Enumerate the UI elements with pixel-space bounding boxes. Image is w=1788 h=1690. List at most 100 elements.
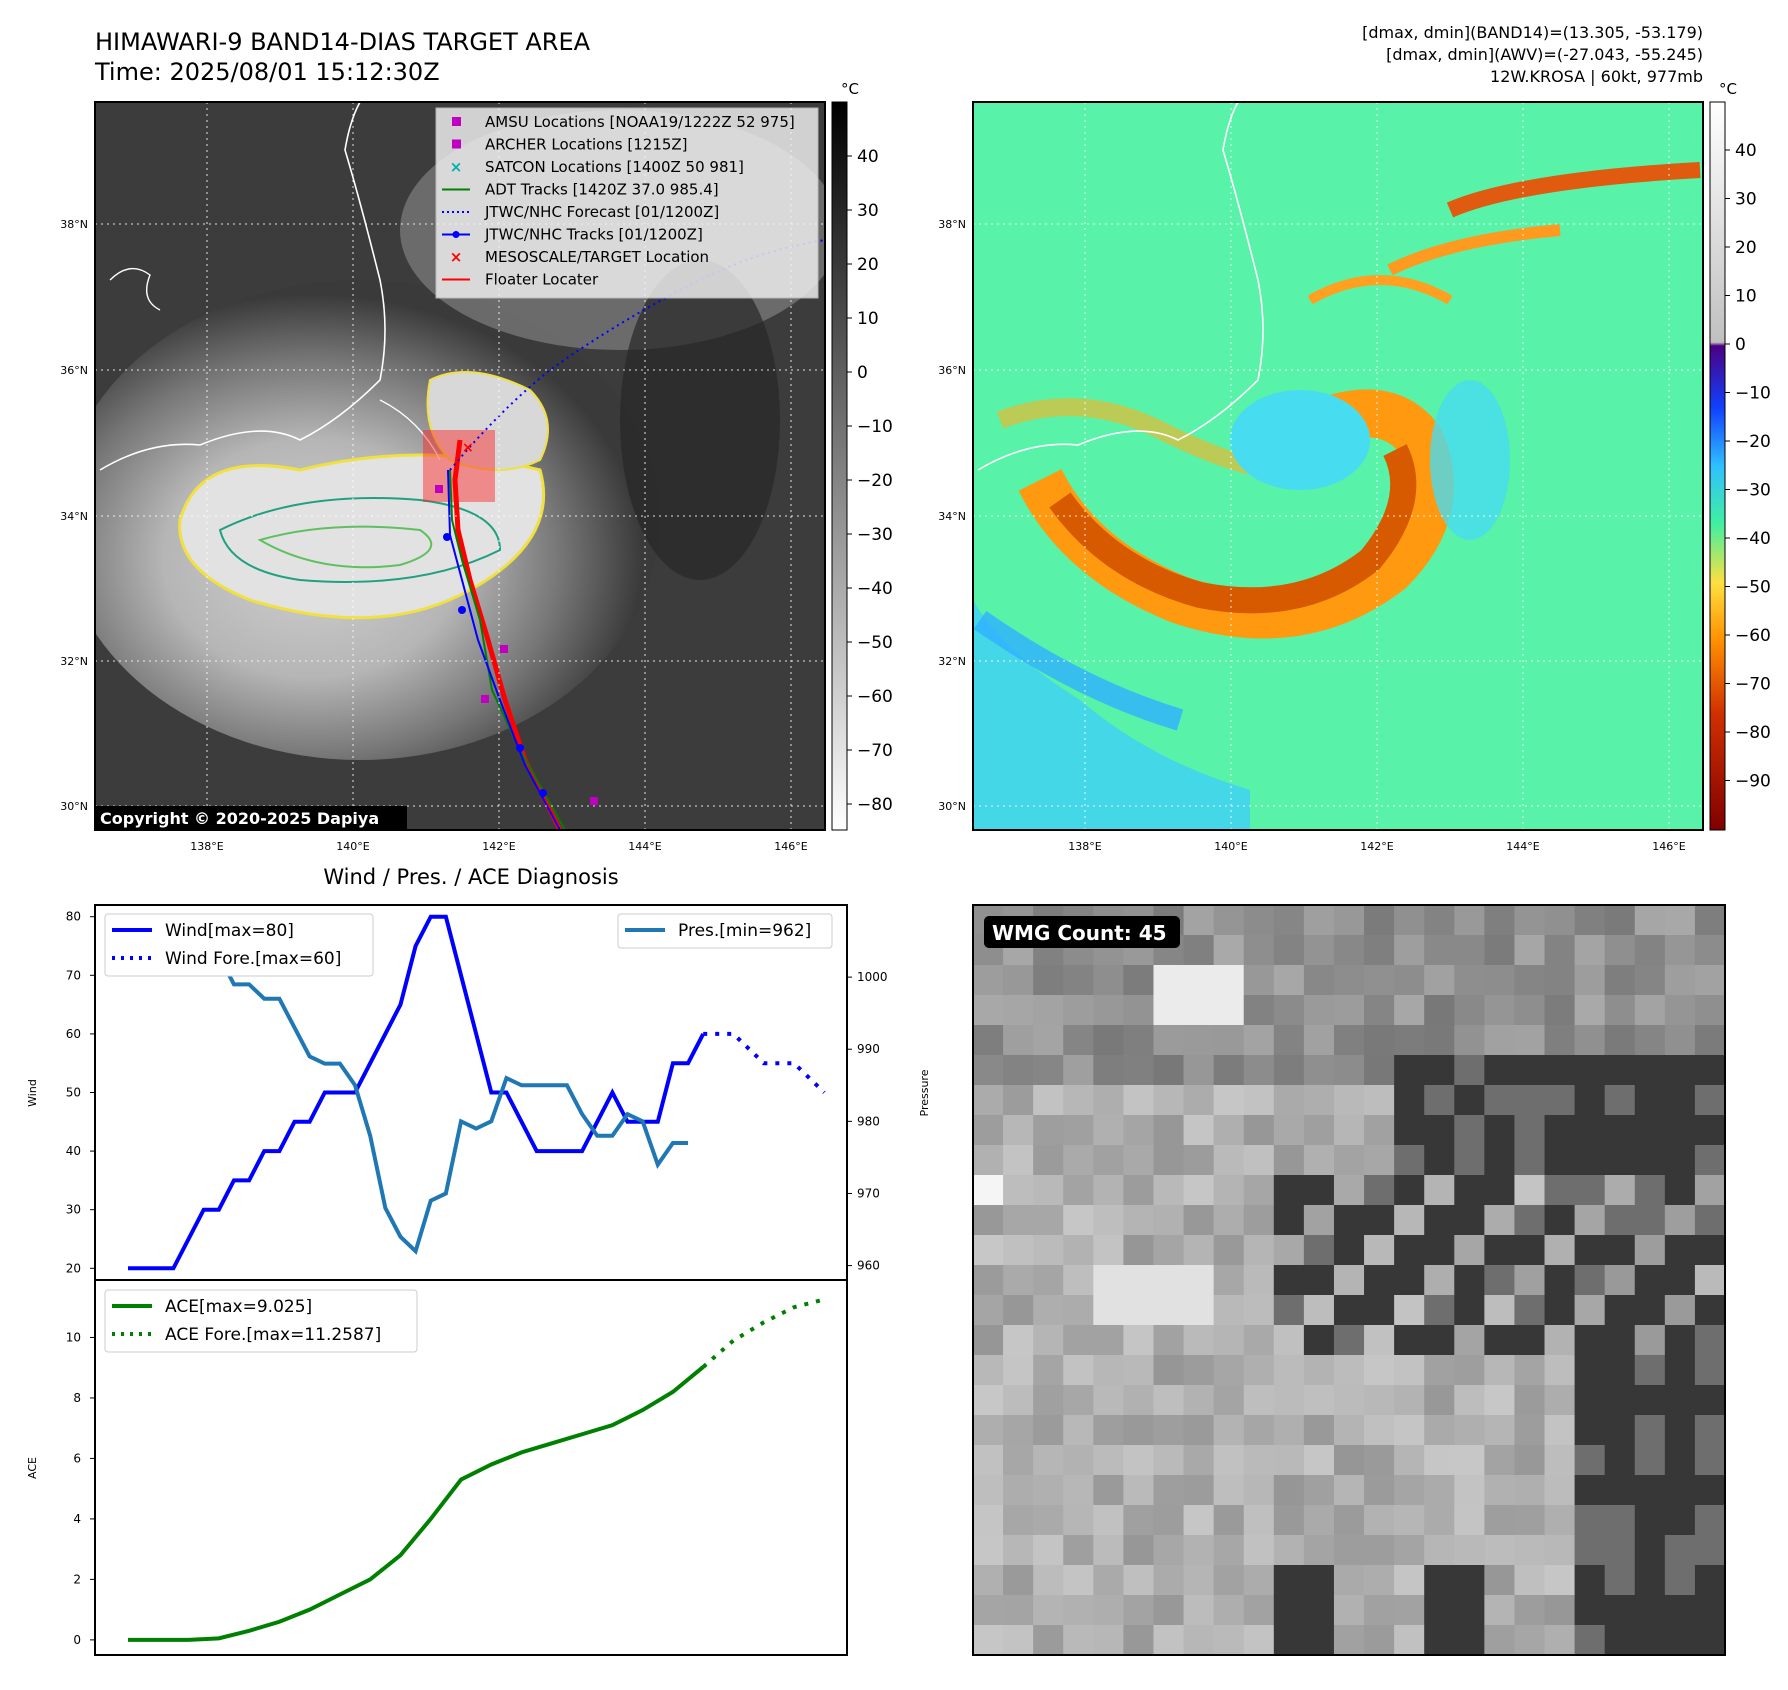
wmg-cell	[1664, 1265, 1696, 1296]
wmg-cell	[1664, 1295, 1696, 1326]
wmg-cell	[1153, 1475, 1185, 1506]
wmg-cell	[1063, 1595, 1094, 1626]
wmg-cell	[1033, 1235, 1064, 1266]
wmg-cell	[1123, 995, 1155, 1026]
wmg-cell	[1213, 1295, 1245, 1326]
wmg-cell	[1273, 1115, 1305, 1146]
wmg-cell	[1574, 1085, 1606, 1116]
wmg-cell	[1303, 1535, 1335, 1566]
wmg-cell	[1664, 1025, 1696, 1056]
wmg-cell	[1574, 1235, 1606, 1266]
wmg-cell	[1153, 1505, 1185, 1536]
wmg-cell	[1243, 1205, 1275, 1236]
wmg-cell	[1003, 1235, 1034, 1266]
colorbar-tick-label: −70	[1735, 675, 1771, 695]
legend-entry: JTWC/NHC Forecast [01/1200Z]	[442, 203, 719, 221]
wmg-cell	[1183, 905, 1215, 936]
wmg-cell	[1394, 1145, 1425, 1176]
wmg-cell	[1634, 1415, 1666, 1446]
left-lat-30: 30°N	[60, 800, 88, 813]
wmg-cell	[1454, 1505, 1485, 1536]
wmg-cell	[1303, 905, 1335, 936]
wmg-cell	[1544, 1535, 1576, 1566]
wmg-cell	[1424, 1205, 1455, 1236]
wmg-cell	[1063, 1325, 1094, 1356]
colorbar-tick-label: −60	[1735, 626, 1771, 646]
wmg-cell	[1243, 1085, 1275, 1116]
info-line-1: [dmax, dmin](BAND14)=(13.305, -53.179)	[1362, 23, 1703, 42]
wmg-cell	[1694, 1445, 1726, 1476]
wmg-cell	[1454, 935, 1485, 966]
wmg-cell	[1574, 1025, 1606, 1056]
wmg-cell	[1153, 1625, 1185, 1656]
wmg-cell	[1183, 1025, 1215, 1056]
wmg-cell	[1604, 1175, 1636, 1206]
wmg-cell	[1454, 1295, 1485, 1326]
wmg-cell	[1003, 1205, 1034, 1236]
wmg-cell	[1063, 1535, 1094, 1566]
wmg-cell	[1333, 1355, 1365, 1386]
wmg-cell	[1514, 1505, 1546, 1536]
right-lat-34: 34°N	[938, 510, 966, 523]
wmg-cell	[1454, 1205, 1485, 1236]
wmg-cell	[1544, 995, 1576, 1026]
left-lat-34: 34°N	[60, 510, 88, 523]
wmg-cell	[1634, 1175, 1666, 1206]
wmg-cell	[1634, 1445, 1666, 1476]
wmg-cell	[1484, 995, 1516, 1026]
wmg-cell	[1213, 1145, 1245, 1176]
wmg-cell	[1574, 1115, 1606, 1146]
legend-entry-label: Floater Locater	[485, 271, 599, 289]
wmg-cell	[1544, 935, 1576, 966]
figure-time: Time: 2025/08/01 15:12:30Z	[94, 58, 440, 86]
wmg-cell	[1424, 1445, 1455, 1476]
wmg-cell	[1394, 1535, 1425, 1566]
wmg-cell	[1364, 965, 1395, 996]
wmg-cell	[1063, 1115, 1094, 1146]
wmg-cell	[1333, 1385, 1365, 1416]
colorbar-tick-label: −10	[1735, 384, 1771, 404]
wmg-cell	[1364, 995, 1395, 1026]
wmg-cell	[1574, 1355, 1606, 1386]
colorbar-tick-label: −40	[857, 579, 893, 599]
right-lat-32: 32°N	[938, 655, 966, 668]
ace-series-line-0	[128, 1365, 705, 1642]
wmg-cell	[1454, 1355, 1485, 1386]
wmg-cell	[1484, 1475, 1516, 1506]
wmg-cell	[1424, 1295, 1455, 1326]
wmg-cell	[973, 1475, 1004, 1506]
right-lon-146: 146°E	[1652, 840, 1685, 853]
wmg-cell	[1484, 1565, 1516, 1596]
wmg-cell	[1424, 1235, 1455, 1266]
wmg-cell	[1303, 1205, 1335, 1236]
wind-y-tick-label: 30	[66, 1203, 81, 1217]
wmg-cell	[1153, 1355, 1185, 1386]
wmg-cell	[1694, 1235, 1726, 1266]
wmg-cell	[1183, 1355, 1215, 1386]
wmg-cell	[1394, 1415, 1425, 1446]
wmg-cell	[1303, 1475, 1335, 1506]
wind-y-tick-label: 70	[66, 968, 81, 982]
wmg-cell	[1664, 1145, 1696, 1176]
wmg-cell	[1333, 1205, 1365, 1236]
wmg-cell	[1183, 995, 1215, 1026]
wmg-cell	[1424, 1595, 1455, 1626]
wmg-cell	[973, 1055, 1004, 1086]
wmg-cell	[1003, 1175, 1034, 1206]
legend-square-icon	[452, 117, 461, 126]
wmg-cell	[1213, 1385, 1245, 1416]
wind-y-tick-label: 80	[66, 910, 81, 924]
wmg-cell	[1183, 1055, 1215, 1086]
wmg-cell	[1574, 1535, 1606, 1566]
wmg-cell	[1574, 935, 1606, 966]
wmg-cell	[1153, 1415, 1185, 1446]
wmg-cell	[1243, 1295, 1275, 1326]
wmg-cell	[1514, 1115, 1546, 1146]
wmg-cell	[1484, 1055, 1516, 1086]
wmg-cell	[1454, 905, 1485, 936]
wmg-cell	[1694, 1205, 1726, 1236]
wmg-cell	[1514, 1445, 1546, 1476]
wmg-cell	[1303, 995, 1335, 1026]
wmg-cell	[1544, 1295, 1576, 1326]
wmg-cell	[1003, 1565, 1034, 1596]
